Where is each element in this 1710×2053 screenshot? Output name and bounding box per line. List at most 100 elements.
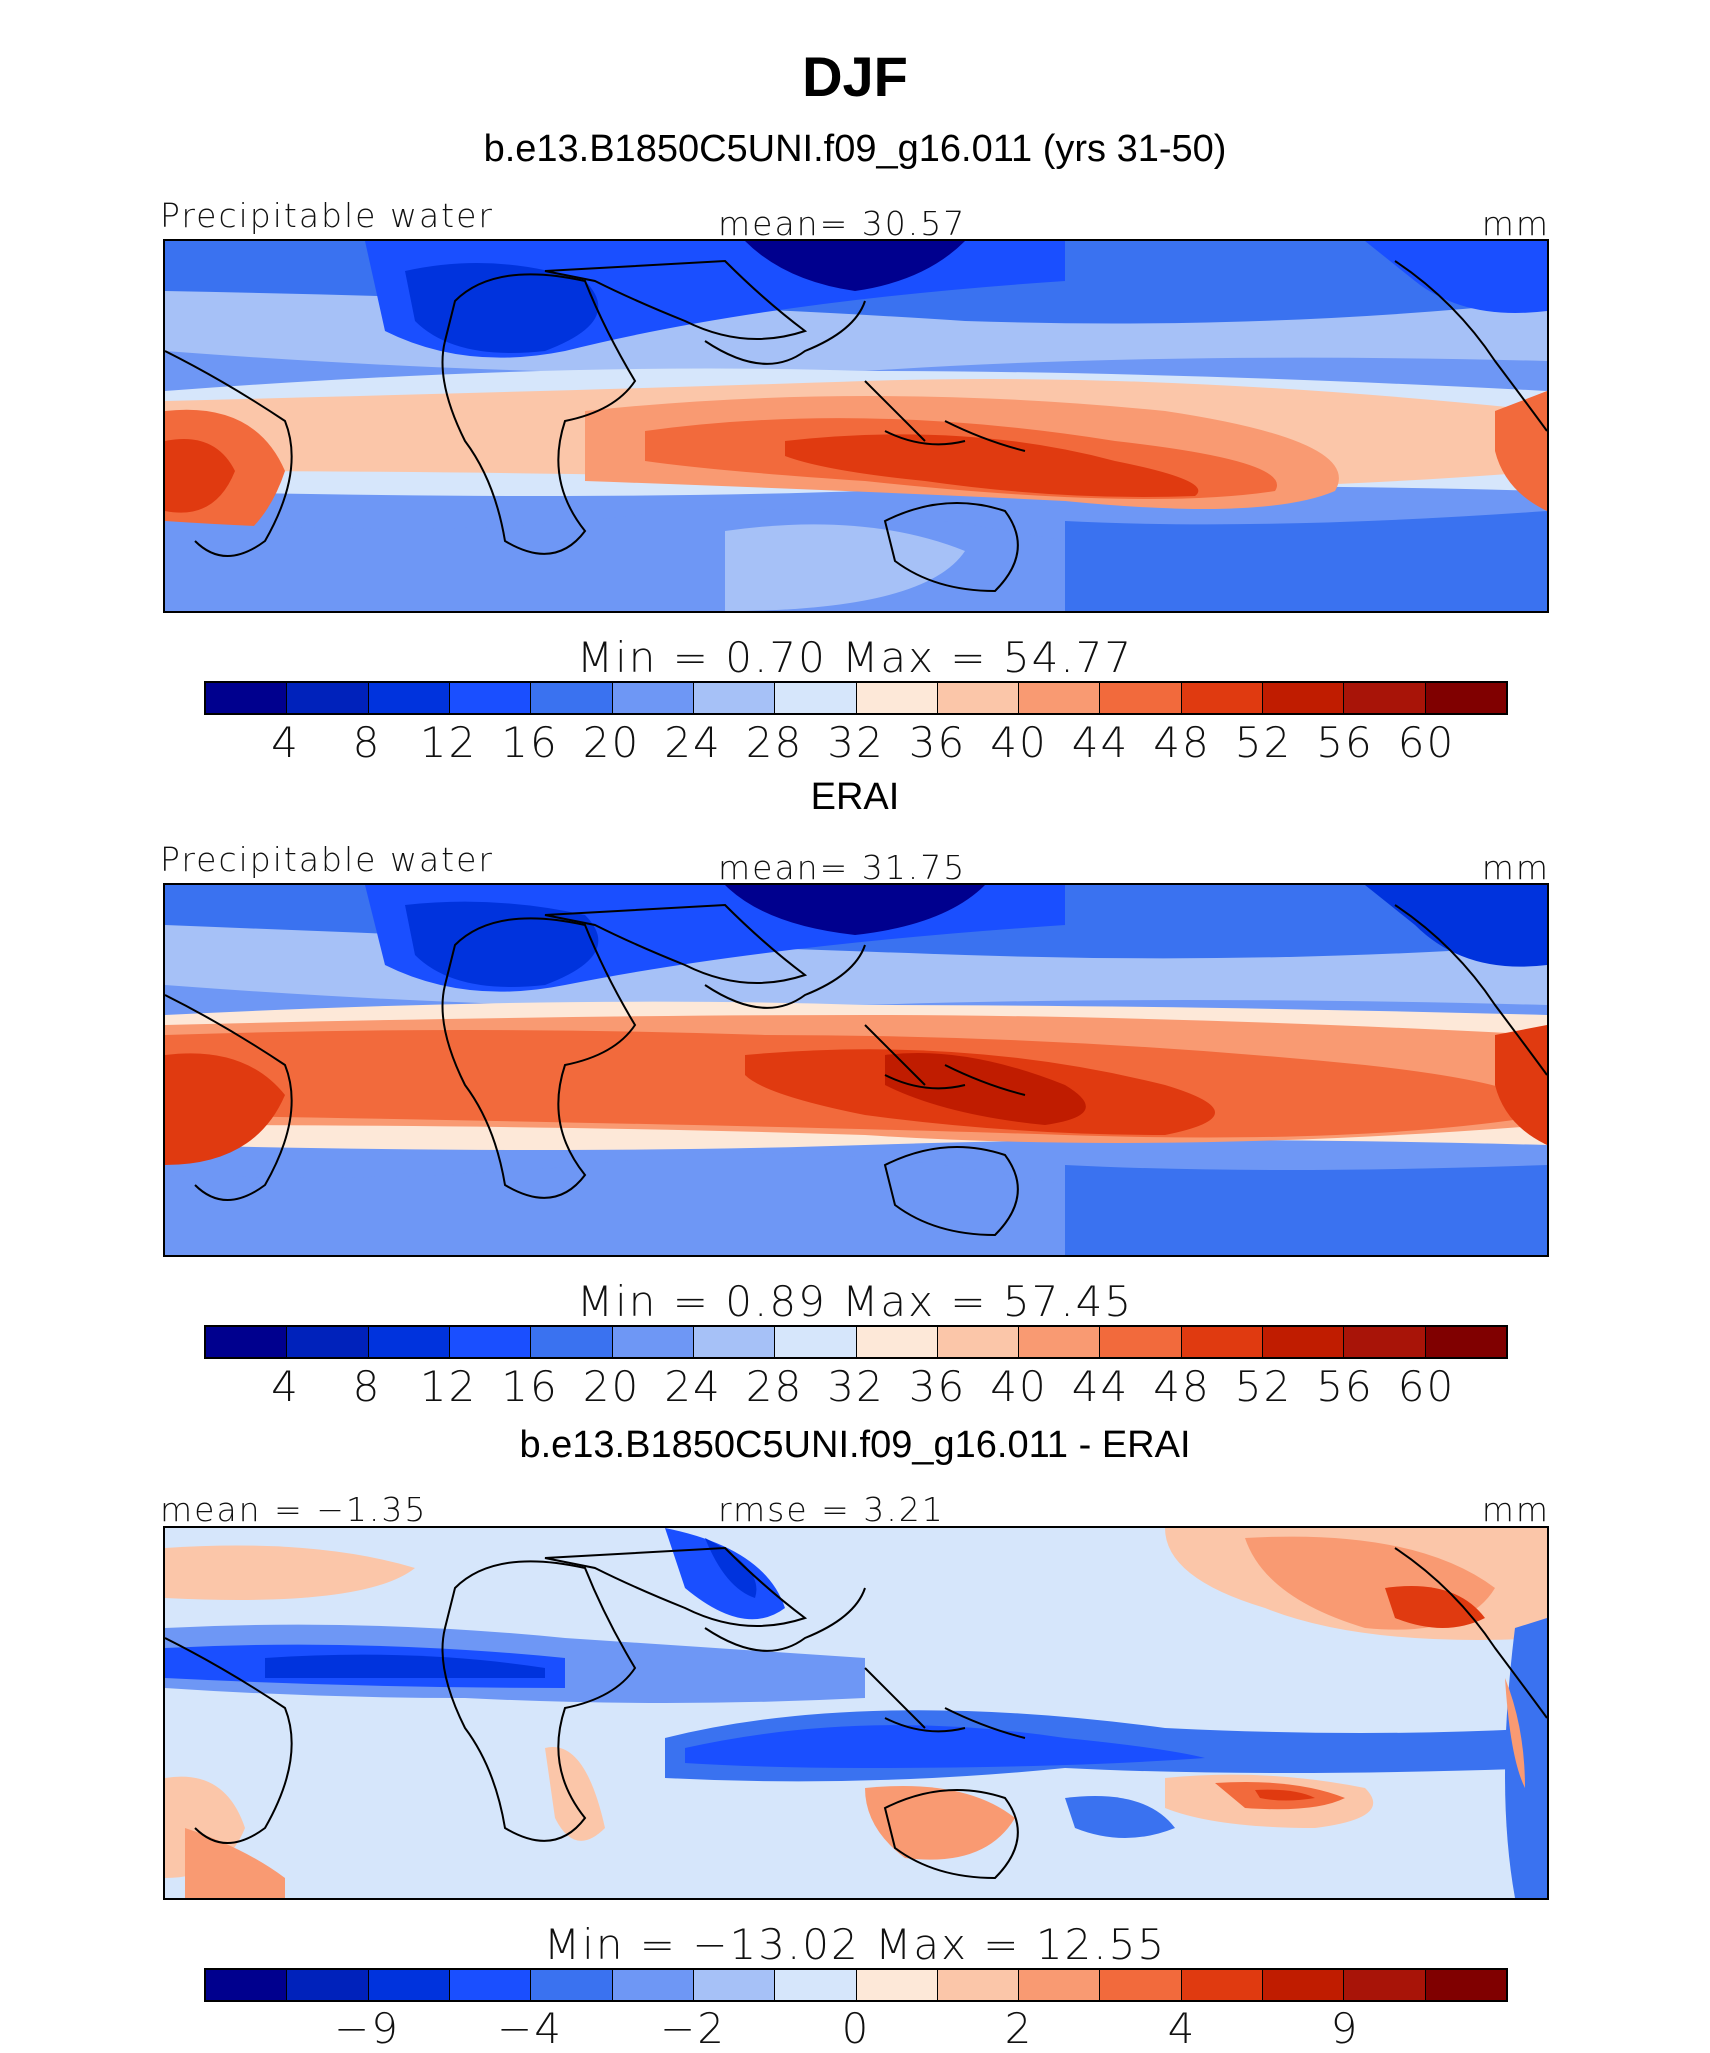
panel-2-field xyxy=(165,885,1547,1255)
colorbar-swatch xyxy=(1019,1327,1101,1357)
colorbar-swatch xyxy=(1181,1970,1264,2000)
panel-3-map xyxy=(163,1526,1549,1900)
colorbar-tick-label: −2 xyxy=(660,2004,726,2053)
colorbar-swatch xyxy=(612,1970,694,2000)
colorbar-swatch xyxy=(531,683,613,713)
colorbar-swatch xyxy=(1344,683,1426,713)
panel-1-units-label: mm xyxy=(1481,204,1550,243)
colorbar-tick-label: 2 xyxy=(1004,2004,1034,2053)
panel-2-subtitle: ERAI xyxy=(810,776,900,818)
colorbar-swatch xyxy=(368,1327,450,1357)
colorbar-tick-label: 12 xyxy=(419,1362,478,1411)
panel-2-units-label: mm xyxy=(1481,848,1550,887)
panel-3-units-label: mm xyxy=(1481,1490,1550,1529)
colorbar-tick-label: 60 xyxy=(1397,718,1456,767)
panel-1-mean-label: mean= 30.57 xyxy=(718,204,967,243)
panel-2-minmax: Min = 0.89 Max = 57.45 xyxy=(576,1277,1134,1326)
colorbar-tick-label: −4 xyxy=(497,2004,563,2053)
colorbar-swatch xyxy=(368,1970,450,2000)
colorbar-tick-label: 56 xyxy=(1316,1362,1374,1411)
panel-2-mean-label: mean= 31.75 xyxy=(718,848,967,887)
colorbar-swatch xyxy=(1425,683,1506,713)
colorbar-swatch xyxy=(206,1970,288,2000)
colorbar-tick-label: 9 xyxy=(1330,2004,1360,2053)
colorbar-tick-label: 48 xyxy=(1153,1362,1211,1411)
colorbar-swatch xyxy=(1100,1970,1182,2000)
panel-1-variable-label: Precipitable water xyxy=(160,196,494,235)
colorbar-tick-label: 28 xyxy=(745,718,804,767)
colorbar-tick-label: 24 xyxy=(664,1362,722,1411)
panel-2-colorbar xyxy=(204,1325,1508,1359)
panel-1-minmax: Min = 0.70 Max = 54.77 xyxy=(576,633,1134,682)
colorbar-swatch xyxy=(449,1327,532,1357)
colorbar-swatch xyxy=(206,683,288,713)
colorbar-tick-label: 36 xyxy=(908,718,967,767)
colorbar-tick-label: 0 xyxy=(841,2004,871,2053)
panel-3-rmse-label: rmse = 3.21 xyxy=(718,1490,945,1529)
colorbar-swatch xyxy=(1425,1327,1506,1357)
colorbar-swatch xyxy=(1263,1327,1345,1357)
panel-2-map xyxy=(163,883,1549,1257)
colorbar-swatch xyxy=(449,683,532,713)
panel-3-subtitle: b.e13.B1850C5UNI.f09_g16.011 - ERAI xyxy=(519,1424,1191,1466)
colorbar-tick-label: 56 xyxy=(1316,718,1374,767)
panel-3-colorbar xyxy=(204,1968,1508,2002)
colorbar-tick-label: 8 xyxy=(352,718,382,767)
colorbar-tick-label: 36 xyxy=(908,1362,967,1411)
colorbar-swatch xyxy=(1019,683,1101,713)
colorbar-tick-label: 40 xyxy=(990,1362,1048,1411)
panel-1-subtitle: b.e13.B1850C5UNI.f09_g16.011 (yrs 31-50) xyxy=(483,128,1227,170)
colorbar-swatch xyxy=(937,683,1020,713)
panel-3-field xyxy=(165,1528,1547,1898)
colorbar-tick-label: 28 xyxy=(745,1362,804,1411)
colorbar-swatch xyxy=(1181,683,1264,713)
colorbar-swatch xyxy=(531,1327,613,1357)
panel-1-field xyxy=(165,241,1547,611)
panel-2-variable-label: Precipitable water xyxy=(160,840,494,879)
colorbar-tick-label: 60 xyxy=(1397,1362,1456,1411)
colorbar-swatch xyxy=(1425,1970,1506,2000)
colorbar-swatch xyxy=(856,683,938,713)
colorbar-swatch xyxy=(856,1970,938,2000)
colorbar-tick-label: 16 xyxy=(501,718,559,767)
colorbar-swatch xyxy=(612,1327,694,1357)
colorbar-tick-label: 4 xyxy=(271,1362,300,1411)
colorbar-swatch xyxy=(1100,683,1182,713)
colorbar-swatch xyxy=(287,1970,369,2000)
colorbar-swatch xyxy=(937,1970,1020,2000)
panel-1-colorbar xyxy=(204,681,1508,715)
colorbar-swatch xyxy=(1263,1970,1345,2000)
colorbar-tick-label: 44 xyxy=(1071,1362,1130,1411)
colorbar-swatch xyxy=(1019,1970,1101,2000)
colorbar-tick-label: 32 xyxy=(827,718,885,767)
colorbar-swatch xyxy=(449,1970,532,2000)
panel-3-minmax: Min = −13.02 Max = 12.55 xyxy=(543,1920,1167,1969)
panel-2-colorbar-ticks: 4 8 12 16 20 24 28 32 36 40 44 48 52 56 60 xyxy=(0,1360,1710,1411)
colorbar-swatch xyxy=(1344,1327,1426,1357)
colorbar-tick-label: 44 xyxy=(1071,718,1130,767)
colorbar-swatch xyxy=(287,683,369,713)
colorbar-swatch xyxy=(775,1327,857,1357)
colorbar-tick-label: 12 xyxy=(419,718,478,767)
colorbar-swatch xyxy=(368,683,450,713)
colorbar-tick-label: 8 xyxy=(352,1362,382,1411)
colorbar-tick-label: 16 xyxy=(501,1362,559,1411)
colorbar-swatch xyxy=(693,683,776,713)
colorbar-tick-label: 52 xyxy=(1234,718,1293,767)
colorbar-swatch xyxy=(531,1970,613,2000)
colorbar-swatch xyxy=(775,1970,857,2000)
colorbar-tick-label: 40 xyxy=(990,718,1048,767)
colorbar-swatch xyxy=(1181,1327,1264,1357)
colorbar-tick-label: 32 xyxy=(827,1362,885,1411)
colorbar-swatch xyxy=(1263,683,1345,713)
colorbar-tick-label: 20 xyxy=(582,1362,641,1411)
panel-1-colorbar-ticks: 4 8 12 16 20 24 28 32 36 40 44 48 52 56 60 xyxy=(0,716,1710,767)
colorbar-tick-label: 52 xyxy=(1234,1362,1293,1411)
colorbar-swatch xyxy=(693,1970,776,2000)
colorbar-swatch xyxy=(775,683,857,713)
colorbar-swatch xyxy=(1100,1327,1182,1357)
colorbar-swatch xyxy=(856,1327,938,1357)
colorbar-tick-label: 20 xyxy=(582,718,641,767)
panel-3-colorbar-ticks: −9 −4 −2 0 2 4 9 xyxy=(0,2002,1710,2053)
colorbar-swatch xyxy=(693,1327,776,1357)
